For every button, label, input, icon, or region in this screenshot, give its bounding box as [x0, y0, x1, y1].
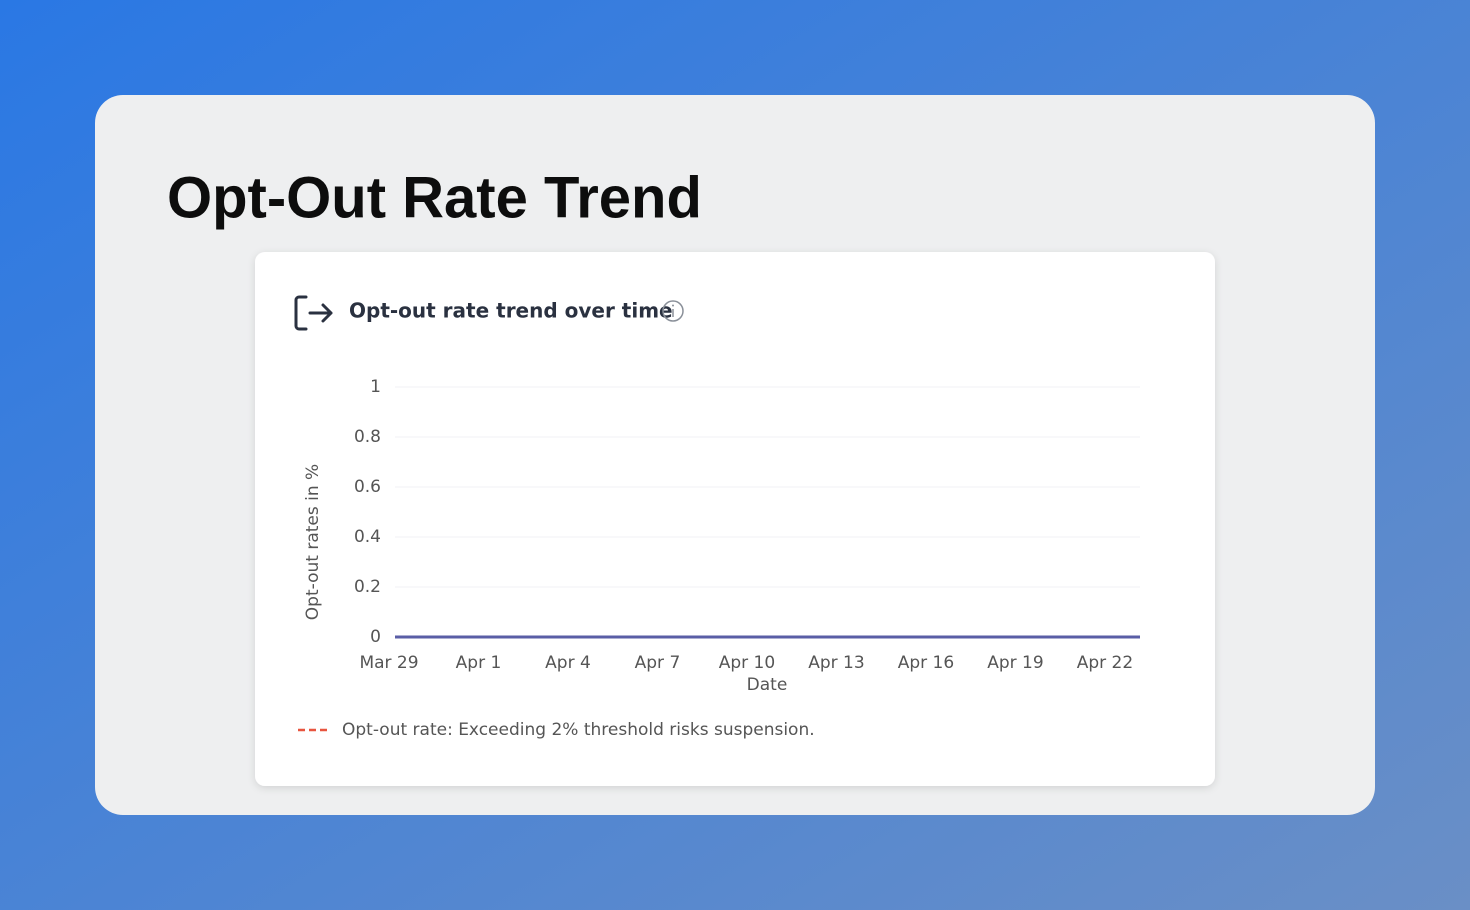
y-tick-label: 0.2 [354, 577, 381, 597]
x-axis-label: Date [747, 675, 788, 695]
y-axis-label: Opt-out rates in % [303, 464, 323, 620]
legend-label: Opt-out rate: Exceeding 2% threshold ris… [342, 720, 815, 740]
y-tick-label: 0.4 [354, 527, 381, 547]
x-tick-label: Apr 10 [719, 653, 775, 673]
y-tick-label: 0 [370, 627, 381, 647]
x-tick-label: Apr 1 [456, 653, 502, 673]
y-tick-label: 0.6 [354, 477, 381, 497]
chart-panel [255, 252, 1215, 786]
y-tick-label: 1 [370, 377, 381, 397]
x-tick-label: Apr 19 [987, 653, 1043, 673]
x-tick-label: Apr 13 [808, 653, 864, 673]
x-tick-label: Apr 16 [898, 653, 954, 673]
chart-title: Opt-out rate trend over time [349, 299, 673, 323]
x-tick-label: Apr 22 [1077, 653, 1133, 673]
x-tick-label: Apr 7 [635, 653, 681, 673]
y-tick-label: 0.8 [354, 427, 381, 447]
x-tick-label: Apr 4 [545, 653, 591, 673]
page-heading: Opt-Out Rate Trend [167, 165, 702, 230]
opt-out-icon [294, 295, 333, 331]
info-icon[interactable] [662, 300, 684, 322]
x-tick-label: Mar 29 [359, 653, 418, 673]
